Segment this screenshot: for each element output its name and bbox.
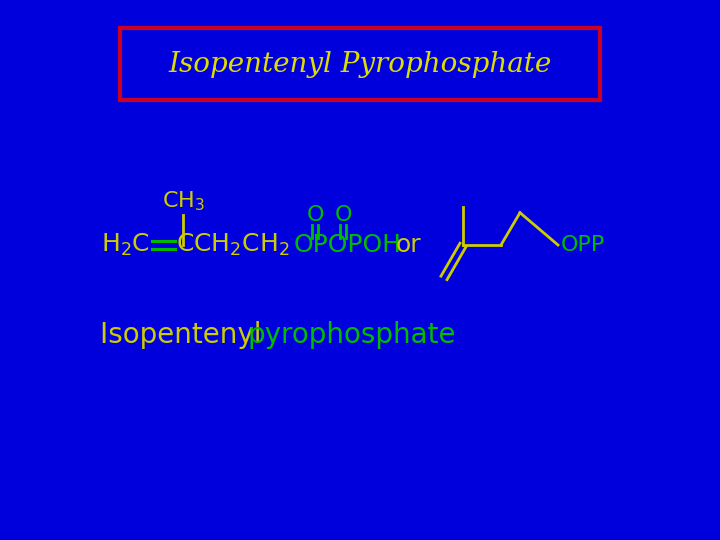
Bar <box>120 28 600 100</box>
Text: Isopentenyl Pyrophosphate: Isopentenyl Pyrophosphate <box>168 51 552 78</box>
Text: OPP: OPP <box>561 235 606 255</box>
Text: O: O <box>334 205 352 225</box>
Text: O: O <box>306 205 324 225</box>
Text: OPOPOH: OPOPOH <box>294 233 402 257</box>
Text: CH$_3$: CH$_3$ <box>161 189 204 213</box>
Text: Isopentenyl: Isopentenyl <box>100 321 271 349</box>
Text: pyrophosphate: pyrophosphate <box>248 321 456 349</box>
Text: or: or <box>395 233 420 257</box>
Text: CCH$_2$CH$_2$: CCH$_2$CH$_2$ <box>176 232 289 258</box>
Text: H$_2$C: H$_2$C <box>101 232 150 258</box>
